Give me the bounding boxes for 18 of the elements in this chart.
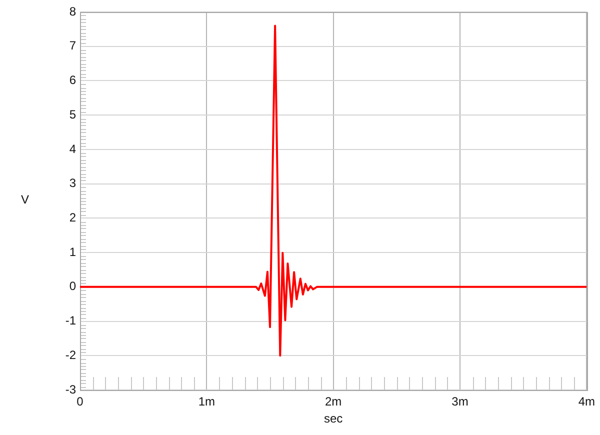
- x-tick-label: 1m: [198, 394, 216, 409]
- x-tick-label: 3m: [452, 394, 468, 409]
- y-tick-label: 5: [69, 107, 76, 122]
- x-tick-label: 4m: [578, 394, 596, 409]
- y-tick-label: 3: [69, 176, 76, 190]
- y-tick-label: 6: [69, 73, 76, 88]
- y-tick-label: 1: [69, 244, 76, 259]
- y-tick-label: 2: [69, 210, 76, 224]
- x-axis-title: sec: [324, 411, 343, 426]
- y-tick-label: 7: [69, 38, 76, 53]
- y-tick-label: -1: [65, 314, 76, 328]
- y-tick-label: 8: [69, 4, 76, 18]
- y-tick-label: 0: [69, 279, 76, 294]
- y-tick-label: -3: [65, 382, 76, 396]
- x-tick-label: 2m: [324, 394, 342, 409]
- y-tick-label: 4: [69, 142, 76, 156]
- y-tick-label: -2: [65, 348, 76, 362]
- y-axis-title: V: [20, 192, 30, 206]
